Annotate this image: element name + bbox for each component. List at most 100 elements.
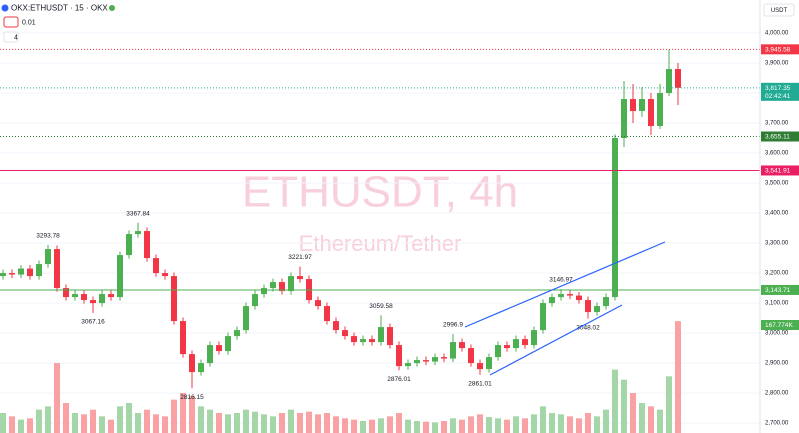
- candle-body: [27, 268, 33, 277]
- input-count: 4: [14, 34, 18, 41]
- candle-body: [603, 297, 609, 307]
- candle-body: [81, 294, 87, 301]
- candle-body: [648, 99, 654, 127]
- volume-bar: [99, 416, 105, 433]
- candle-body: [144, 231, 150, 259]
- input-box[interactable]: [3, 16, 19, 28]
- volume-bar: [279, 413, 285, 433]
- volume-bar: [369, 419, 375, 433]
- candle-body: [639, 99, 645, 112]
- price-annotation: 2996.9: [443, 322, 463, 329]
- price-annotation: 3293.78: [36, 233, 60, 240]
- volume-bar: [423, 421, 429, 433]
- price-label-box: [761, 165, 799, 176]
- volume-bar: [639, 403, 645, 433]
- volume-bar: [477, 414, 483, 433]
- candle-body: [63, 288, 69, 298]
- candle-body: [153, 258, 159, 274]
- candle-body: [576, 295, 582, 301]
- y-tick-label: 4,000.00: [765, 31, 789, 37]
- price-label: 3,143.71: [765, 287, 791, 294]
- volume-bar: [441, 421, 447, 433]
- volume-bar: [414, 421, 420, 433]
- candle-body: [378, 327, 384, 343]
- volume-bar: [468, 416, 474, 433]
- candle-body: [99, 294, 105, 304]
- candle-body: [117, 255, 123, 298]
- price-label: 3,541.91: [765, 168, 791, 175]
- volume-bar: [198, 406, 204, 433]
- price-label-box: [761, 131, 799, 142]
- volume-bar: [576, 418, 582, 433]
- candle-body: [189, 354, 195, 373]
- candle-body: [216, 345, 222, 352]
- symbol-icon: [1, 4, 9, 12]
- volume-bar: [567, 416, 573, 433]
- volume-bar: [324, 413, 330, 433]
- y-tick-label: 3,900.00: [765, 61, 789, 67]
- volume-bar: [585, 413, 591, 433]
- volume-bar: [171, 399, 177, 433]
- candle-body: [108, 294, 114, 298]
- volume-bar: [297, 413, 303, 433]
- volume-bar: [126, 403, 132, 433]
- price-annotation: 3146.97: [549, 277, 573, 284]
- price-annotation: 2876.01: [387, 376, 411, 383]
- volume-bar: [72, 413, 78, 433]
- volume-bar: [612, 369, 618, 433]
- price-annotation: 3048.02: [576, 324, 600, 331]
- volume-bar: [216, 413, 222, 433]
- price-label: 3,945.58: [765, 47, 791, 54]
- candle-body: [594, 306, 600, 313]
- volume-bar: [153, 414, 159, 433]
- candle-body: [441, 357, 447, 359]
- volume-bar: [270, 416, 276, 433]
- candle-body: [432, 357, 438, 362]
- volume-bar: [36, 409, 42, 433]
- volume-bar: [459, 419, 465, 433]
- candle-body: [225, 336, 231, 352]
- volume-bar: [45, 406, 51, 433]
- volume-bar: [27, 418, 33, 433]
- candle-body: [198, 363, 204, 373]
- candle-body: [162, 273, 168, 277]
- candle-body: [549, 297, 555, 304]
- volume-bar: [630, 393, 636, 433]
- volume-bar: [225, 414, 231, 433]
- price-label-box: [761, 82, 799, 101]
- candle-body: [234, 330, 240, 337]
- price-annotation: 3059.58: [369, 303, 393, 310]
- y-tick-label: 2,900.00: [765, 361, 789, 367]
- volume-bar: [549, 413, 555, 433]
- volume-bar: [486, 417, 492, 433]
- volume-bar: [594, 416, 600, 433]
- volume-bar: [495, 418, 501, 433]
- y-tick-label: 3,400.00: [765, 211, 789, 217]
- currency: USDT: [771, 8, 788, 14]
- y-tick-label: 3,500.00: [765, 181, 789, 187]
- candle-body: [126, 234, 132, 256]
- candle-body: [45, 249, 51, 265]
- legend: OKX:ETHUSDT · 15 · OKX 0.01 4: [1, 4, 115, 43]
- candle-body: [630, 99, 636, 112]
- candle-body: [621, 99, 627, 139]
- candle-body: [414, 360, 420, 364]
- volume-bar: [396, 413, 402, 433]
- candle-body: [36, 264, 42, 277]
- candle-body: [279, 282, 285, 292]
- price-annotation: 2861.01: [468, 381, 492, 388]
- volume-label: 167.774K: [765, 322, 793, 329]
- candle-body: [288, 276, 294, 292]
- price-label: 3,655.11: [765, 134, 790, 141]
- candle-body: [324, 306, 330, 322]
- volume-bar: [333, 416, 339, 433]
- currency-button[interactable]: [763, 3, 795, 17]
- toggle[interactable]: [3, 31, 19, 43]
- price-axis: [760, 0, 799, 433]
- price-annotation: 3367.84: [126, 210, 150, 217]
- candle-body: [468, 348, 474, 364]
- price-label-box: [761, 44, 799, 55]
- volume-bar: [90, 409, 96, 433]
- candle-body: [243, 306, 249, 331]
- candle-body: [675, 69, 681, 88]
